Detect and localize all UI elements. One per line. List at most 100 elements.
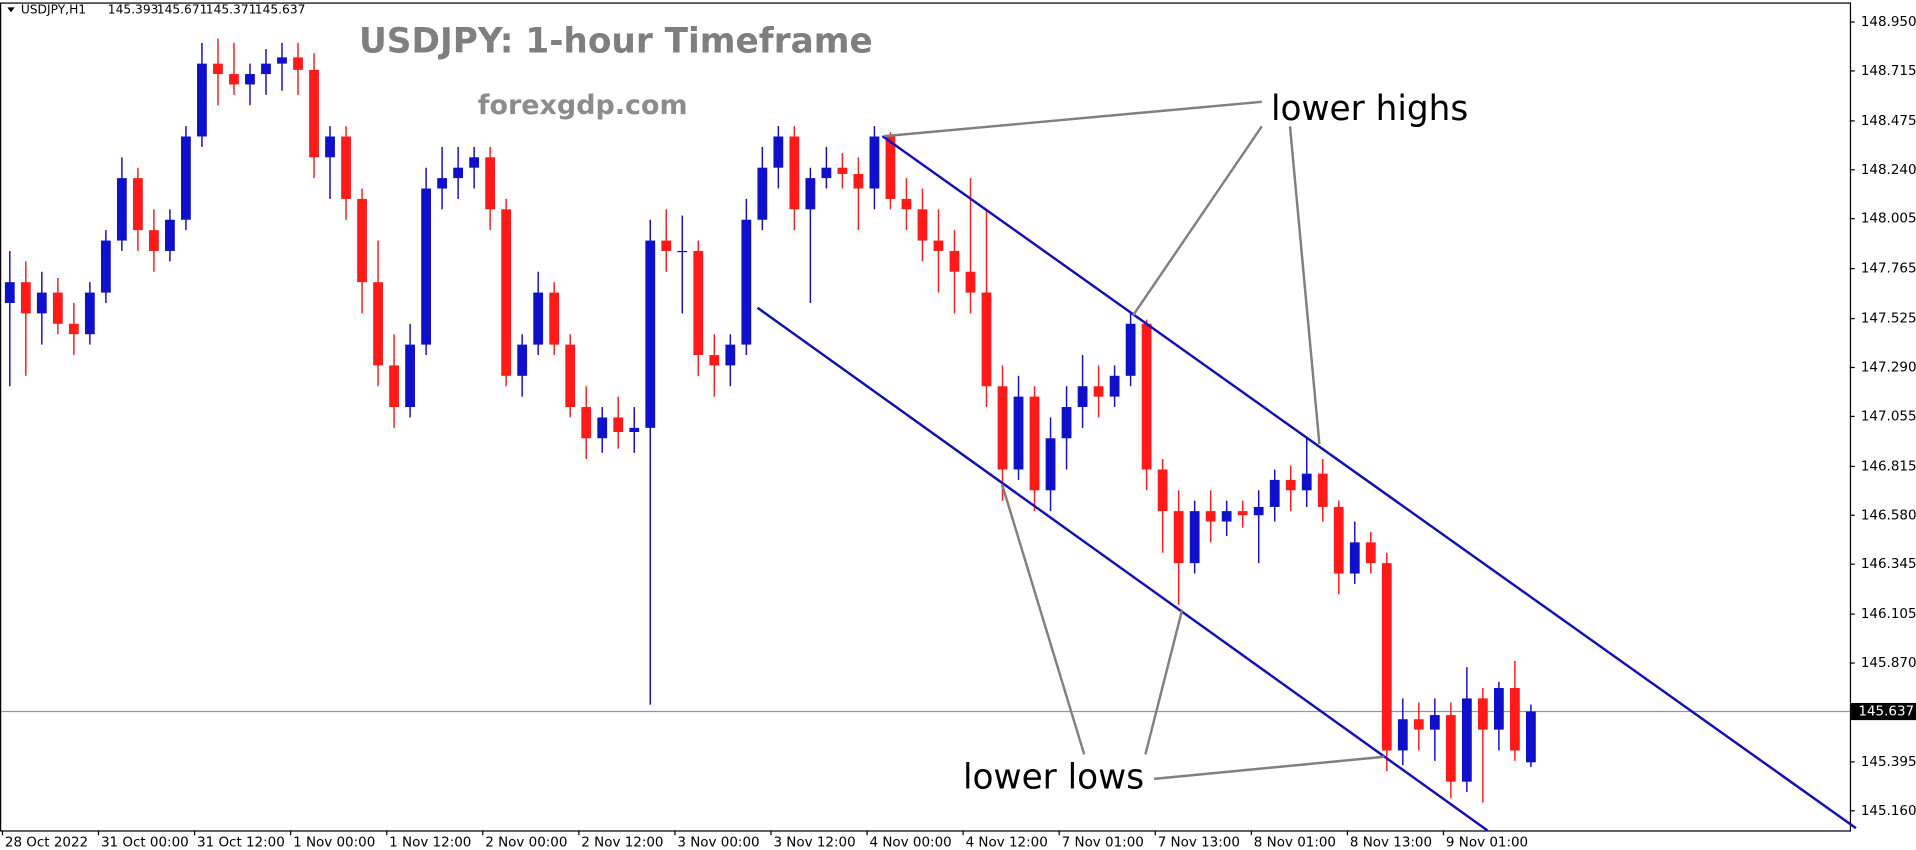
candle-body [1349,542,1360,574]
y-tick-label: 148.475 [1861,113,1916,129]
candle-body [261,63,271,75]
y-tick-label: 146.345 [1861,556,1916,572]
candle-body [1189,511,1200,564]
annotation: lower highs [1271,89,1468,129]
y-tick-label: 147.055 [1861,408,1916,424]
callout-line [884,100,1262,138]
x-tick-label: 1 Nov 12:00 [389,835,471,850]
candle-body [1237,511,1248,516]
candle-body [1333,506,1344,574]
price-label: 145.637 [1858,704,1914,720]
trendline [756,306,1489,832]
candle-body [997,386,1008,470]
candle-body [1429,715,1440,730]
y-tick-label: 148.950 [1861,14,1916,30]
candle-body [469,157,480,168]
y-tick-label: 147.290 [1861,359,1916,375]
candle-body [1526,711,1536,763]
symbol: USDJPY,H1 [21,2,86,16]
candle-body [1509,688,1520,751]
candle-body [229,74,239,85]
candle-body [629,427,640,433]
candle-body [949,250,960,272]
candle-body [1445,715,1456,782]
y-tick-label: 148.715 [1861,63,1916,79]
y-tick-label: 145.870 [1861,655,1916,671]
close-value: 145.637 [255,2,306,16]
candle-body [757,167,768,220]
x-tick-label: 2 Nov 12:00 [581,835,663,850]
candle-body [437,178,448,189]
x-tick-label: 9 Nov 01:00 [1446,835,1528,850]
candle-body [68,323,79,335]
chart-title: USDJPY: 1-hour Timeframe [359,22,873,62]
candle-body [293,57,303,70]
candle-body [517,344,528,376]
candle-body [1029,396,1040,491]
menu-arrow [7,7,15,13]
y-tick-label: 145.395 [1861,754,1916,770]
candle-body [197,63,207,137]
y-tick-label: 146.815 [1861,458,1916,474]
candle-body [453,167,464,179]
candle-body [84,292,95,335]
callout-lines [884,100,1385,781]
candle-body [1077,386,1088,408]
candle-body [1205,511,1216,522]
candle-body [277,57,287,64]
callout-line [1153,755,1385,781]
candle-body [917,209,928,241]
candle-body [981,292,992,387]
candle-body [533,292,544,345]
x-tick-label: 1 Nov 00:00 [293,835,375,850]
x-tick-label: 4 Nov 12:00 [966,835,1048,850]
candle-body [357,198,367,283]
candle-body [837,167,848,174]
candle-body [1109,375,1120,397]
candle-body [1493,688,1504,730]
x-tick-label: 28 Oct 2022 [5,835,88,850]
y-tick-label: 148.005 [1861,211,1916,227]
candle-body [1013,396,1024,470]
candle-body [341,136,351,199]
candle-body [725,344,736,366]
candle-body [1141,323,1152,470]
y-tick-label: 146.105 [1861,606,1916,622]
y-tick-label: 145.160 [1861,803,1916,819]
candle-body [773,136,784,168]
candle-body [885,136,896,199]
open-value: 145.393 [108,2,159,16]
candle-body [1061,407,1072,439]
candle-body [645,240,656,428]
candle-body [1269,479,1280,507]
candle-body [405,344,415,408]
callout-line [1288,126,1321,445]
candle-body [965,271,976,293]
x-tick-label: 3 Nov 12:00 [773,835,855,850]
candle-body [36,292,47,314]
x-tick-label: 31 Oct 00:00 [101,835,189,850]
candle-body [4,282,15,303]
x-tick-label: 8 Nov 13:00 [1350,835,1432,850]
candle-body [373,282,383,366]
candle-body [1477,698,1488,730]
candle-body [581,407,592,439]
high-value: 145.671 [157,2,208,16]
candle-body [1285,479,1296,491]
candle-body [661,240,672,251]
candle-body [1381,563,1392,751]
candle-body [741,219,752,345]
y-tick-label: 146.580 [1861,507,1916,523]
candle-body [1301,473,1312,491]
candle-body [869,136,880,189]
candle-body [709,355,720,366]
x-tick-label: 3 Nov 00:00 [677,835,759,850]
candle-body [181,136,191,220]
candle-body [501,209,512,376]
x-tick-label: 7 Nov 01:00 [1062,835,1144,850]
low-value: 145.371 [206,2,257,16]
candle-body [1397,719,1408,751]
candle-body [1173,511,1184,564]
candle-body [1317,473,1328,507]
